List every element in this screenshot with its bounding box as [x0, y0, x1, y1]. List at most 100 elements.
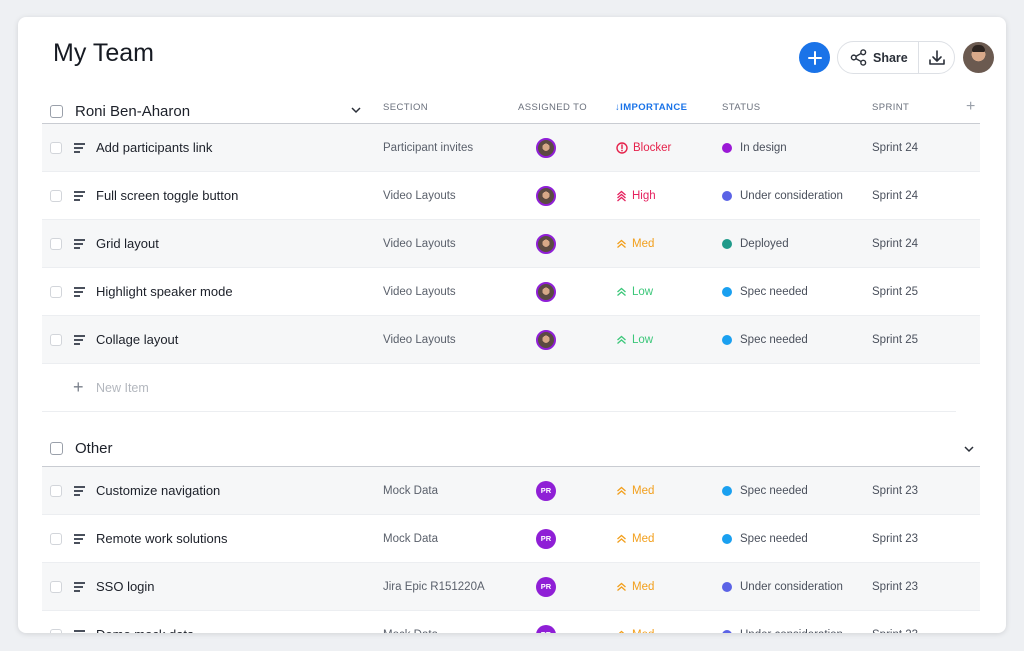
- item-section[interactable]: Video Layouts: [383, 285, 456, 298]
- importance-label: Low: [632, 333, 654, 346]
- table-row[interactable]: Full screen toggle button Video Layouts Hi…: [42, 172, 980, 220]
- item-sprint[interactable]: Sprint 24: [872, 141, 919, 154]
- status-tag[interactable]: Spec needed: [722, 485, 808, 497]
- row-checkbox[interactable]: [50, 628, 62, 633]
- item-name[interactable]: SSO login: [96, 579, 155, 594]
- status-tag[interactable]: In design: [722, 142, 787, 154]
- assignee-avatar[interactable]: [536, 329, 556, 350]
- importance-tag[interactable]: Med: [616, 485, 654, 497]
- drag-handle-icon[interactable]: [74, 486, 85, 498]
- assignee-avatar[interactable]: PR: [536, 576, 556, 597]
- assignee-avatar[interactable]: PR: [536, 624, 556, 633]
- item-section[interactable]: Mock Data: [383, 484, 438, 497]
- column-header-importance[interactable]: ↓IMPORTANCE: [615, 102, 687, 113]
- row-checkbox[interactable]: [50, 580, 62, 593]
- importance-label: Med: [632, 484, 655, 497]
- new-item-row[interactable]: + New Item: [42, 364, 956, 412]
- item-name[interactable]: Demo mock data: [96, 627, 194, 633]
- add-column-icon[interactable]: +: [966, 98, 976, 115]
- importance-tag[interactable]: Low: [616, 286, 653, 298]
- assignee-avatar[interactable]: [536, 137, 556, 158]
- row-checkbox[interactable]: [50, 285, 62, 298]
- row-checkbox[interactable]: [50, 484, 62, 497]
- item-section[interactable]: Video Layouts: [383, 237, 456, 250]
- table-row[interactable]: Grid layout Video Layouts Med Deployed Sprin…: [42, 220, 980, 268]
- status-tag[interactable]: Under consideration: [722, 581, 843, 593]
- item-sprint[interactable]: Sprint 23: [872, 580, 919, 593]
- drag-handle-icon[interactable]: [74, 191, 85, 203]
- item-section[interactable]: Video Layouts: [383, 333, 456, 346]
- item-section[interactable]: Mock Data: [383, 532, 438, 545]
- add-button[interactable]: [799, 42, 830, 73]
- importance-tag[interactable]: Low: [616, 334, 653, 346]
- importance-tag[interactable]: Med: [616, 533, 654, 545]
- chevron-down-icon[interactable]: [351, 106, 361, 114]
- column-header-assigned[interactable]: ASSIGNED TO: [518, 102, 587, 113]
- assignee-avatar[interactable]: [536, 233, 556, 254]
- download-button[interactable]: [919, 42, 954, 73]
- assignee-avatar[interactable]: [536, 281, 556, 302]
- drag-handle-icon[interactable]: [74, 239, 85, 251]
- item-section[interactable]: Mock Data: [383, 629, 438, 634]
- item-sprint[interactable]: Sprint 23: [872, 532, 919, 545]
- row-checkbox[interactable]: [50, 189, 62, 202]
- table-row[interactable]: Demo mock data Mock Data PR Med Under consid…: [42, 611, 980, 633]
- user-avatar[interactable]: [963, 42, 994, 73]
- item-section[interactable]: Jira Epic R151220A: [383, 580, 485, 593]
- importance-tag[interactable]: Med: [616, 238, 654, 250]
- chevron-down-icon[interactable]: [964, 445, 974, 453]
- column-header-status[interactable]: STATUS: [722, 102, 761, 113]
- column-header-sprint[interactable]: SPRINT: [872, 102, 910, 113]
- item-sprint[interactable]: Sprint 24: [872, 237, 919, 250]
- status-tag[interactable]: Under consideration: [722, 190, 843, 202]
- status-dot: [722, 286, 732, 297]
- drag-handle-icon[interactable]: [74, 582, 85, 594]
- item-section[interactable]: Participant invites: [383, 141, 474, 154]
- item-name[interactable]: Collage layout: [96, 332, 179, 347]
- drag-handle-icon[interactable]: [74, 630, 85, 633]
- item-section[interactable]: Video Layouts: [383, 189, 456, 202]
- group-checkbox[interactable]: [50, 441, 63, 455]
- item-name[interactable]: Add participants link: [96, 140, 213, 155]
- drag-handle-icon[interactable]: [74, 534, 85, 546]
- item-name[interactable]: Full screen toggle button: [96, 188, 239, 203]
- table-row[interactable]: Customize navigation Mock Data PR Med Spec n…: [42, 467, 980, 515]
- column-header-section[interactable]: SECTION: [383, 102, 429, 113]
- status-tag[interactable]: Spec needed: [722, 334, 808, 346]
- drag-handle-icon[interactable]: [74, 335, 85, 347]
- row-checkbox[interactable]: [50, 333, 62, 346]
- assignee-avatar[interactable]: [536, 185, 556, 206]
- row-checkbox[interactable]: [50, 532, 62, 545]
- item-name[interactable]: Customize navigation: [96, 483, 221, 498]
- group-checkbox[interactable]: [50, 104, 63, 118]
- item-name[interactable]: Remote work solutions: [96, 531, 228, 546]
- table-row[interactable]: Remote work solutions Mock Data PR Med Spec …: [42, 515, 980, 563]
- importance-tag[interactable]: Med: [616, 629, 654, 633]
- item-name[interactable]: Highlight speaker mode: [96, 284, 233, 299]
- item-sprint[interactable]: Sprint 23: [872, 484, 919, 497]
- item-sprint[interactable]: Sprint 25: [872, 333, 919, 346]
- status-tag[interactable]: Spec needed: [722, 533, 808, 545]
- drag-handle-icon[interactable]: [74, 143, 85, 155]
- item-name[interactable]: Grid layout: [96, 236, 159, 251]
- item-sprint[interactable]: Sprint 23: [872, 629, 918, 634]
- importance-tag[interactable]: High: [616, 190, 656, 202]
- item-sprint[interactable]: Sprint 25: [872, 285, 919, 298]
- importance-tag[interactable]: Med: [616, 581, 654, 593]
- item-sprint[interactable]: Sprint 24: [872, 189, 919, 202]
- status-label: In design: [740, 141, 787, 154]
- assignee-avatar[interactable]: PR: [536, 528, 556, 549]
- table-row[interactable]: Collage layout Video Layouts Low Spec neede…: [42, 316, 980, 364]
- table-row[interactable]: SSO login Jira Epic R151220A PR Med Under co…: [42, 563, 980, 611]
- assignee-avatar[interactable]: PR: [536, 480, 556, 501]
- row-checkbox[interactable]: [50, 141, 62, 154]
- table-row[interactable]: Add participants link Participant invites…: [42, 124, 980, 172]
- importance-tag[interactable]: Blocker: [616, 142, 671, 154]
- table-row[interactable]: Highlight speaker mode Video Layouts Low Sp…: [42, 268, 980, 316]
- status-tag[interactable]: Deployed: [722, 238, 789, 250]
- drag-handle-icon[interactable]: [74, 287, 85, 299]
- status-tag[interactable]: Spec needed: [722, 286, 808, 298]
- share-button[interactable]: Share: [838, 42, 918, 73]
- status-tag[interactable]: Under consideration: [722, 629, 843, 633]
- row-checkbox[interactable]: [50, 237, 62, 250]
